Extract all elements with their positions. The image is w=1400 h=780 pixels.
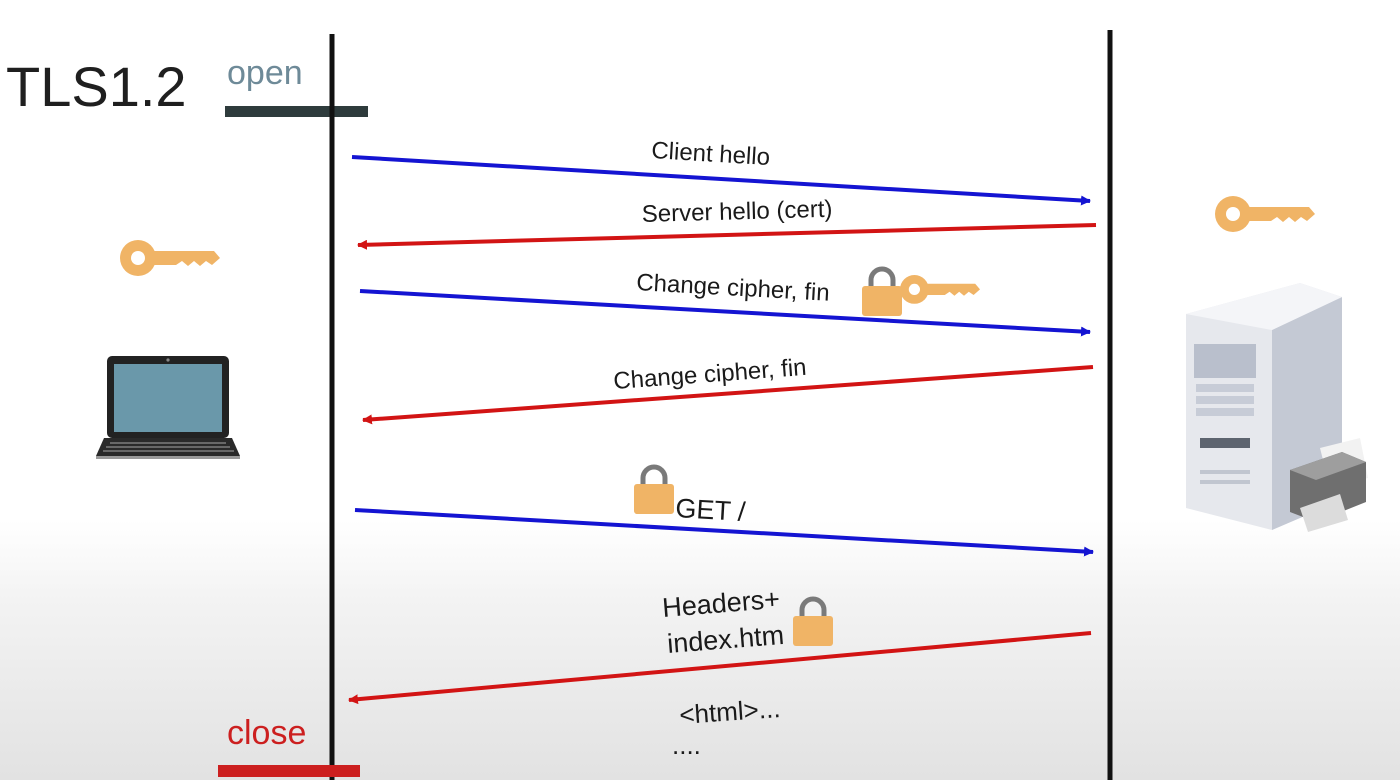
server-key-icon xyxy=(1215,196,1315,232)
cipher-key-icon xyxy=(900,275,980,304)
response-body-line1: <html>... xyxy=(678,693,781,730)
diagram-title: TLS1.2 xyxy=(6,55,187,118)
open-label: open xyxy=(227,54,303,92)
client-change-cipher-arrow xyxy=(359,289,1091,337)
client-hello-label: Client hello xyxy=(651,137,771,171)
server-hello-label: Server hello (cert) xyxy=(641,196,832,228)
cipher-lock-icon xyxy=(862,269,902,316)
laptop-icon xyxy=(96,356,240,459)
server-change-cipher-arrow xyxy=(362,365,1094,425)
response-label-line2: index.htm xyxy=(666,620,785,659)
client-change-cipher-label: Change cipher, fin xyxy=(636,269,831,307)
get-lock-icon xyxy=(634,467,674,514)
close-label: close xyxy=(227,714,306,752)
server-hello-arrow xyxy=(357,223,1097,250)
response-lock-icon xyxy=(793,599,833,646)
client-key-icon xyxy=(120,240,220,276)
response-body-line2: .... xyxy=(672,730,701,760)
get-request-label: GET / xyxy=(675,493,747,527)
open-bar xyxy=(225,106,368,117)
get-request-arrow xyxy=(354,508,1094,557)
server-icon xyxy=(1186,283,1368,532)
response-arrow xyxy=(348,631,1092,705)
close-bar xyxy=(218,765,360,777)
response-label-line1: Headers+ xyxy=(661,584,781,623)
client-hello-arrow xyxy=(351,155,1091,206)
